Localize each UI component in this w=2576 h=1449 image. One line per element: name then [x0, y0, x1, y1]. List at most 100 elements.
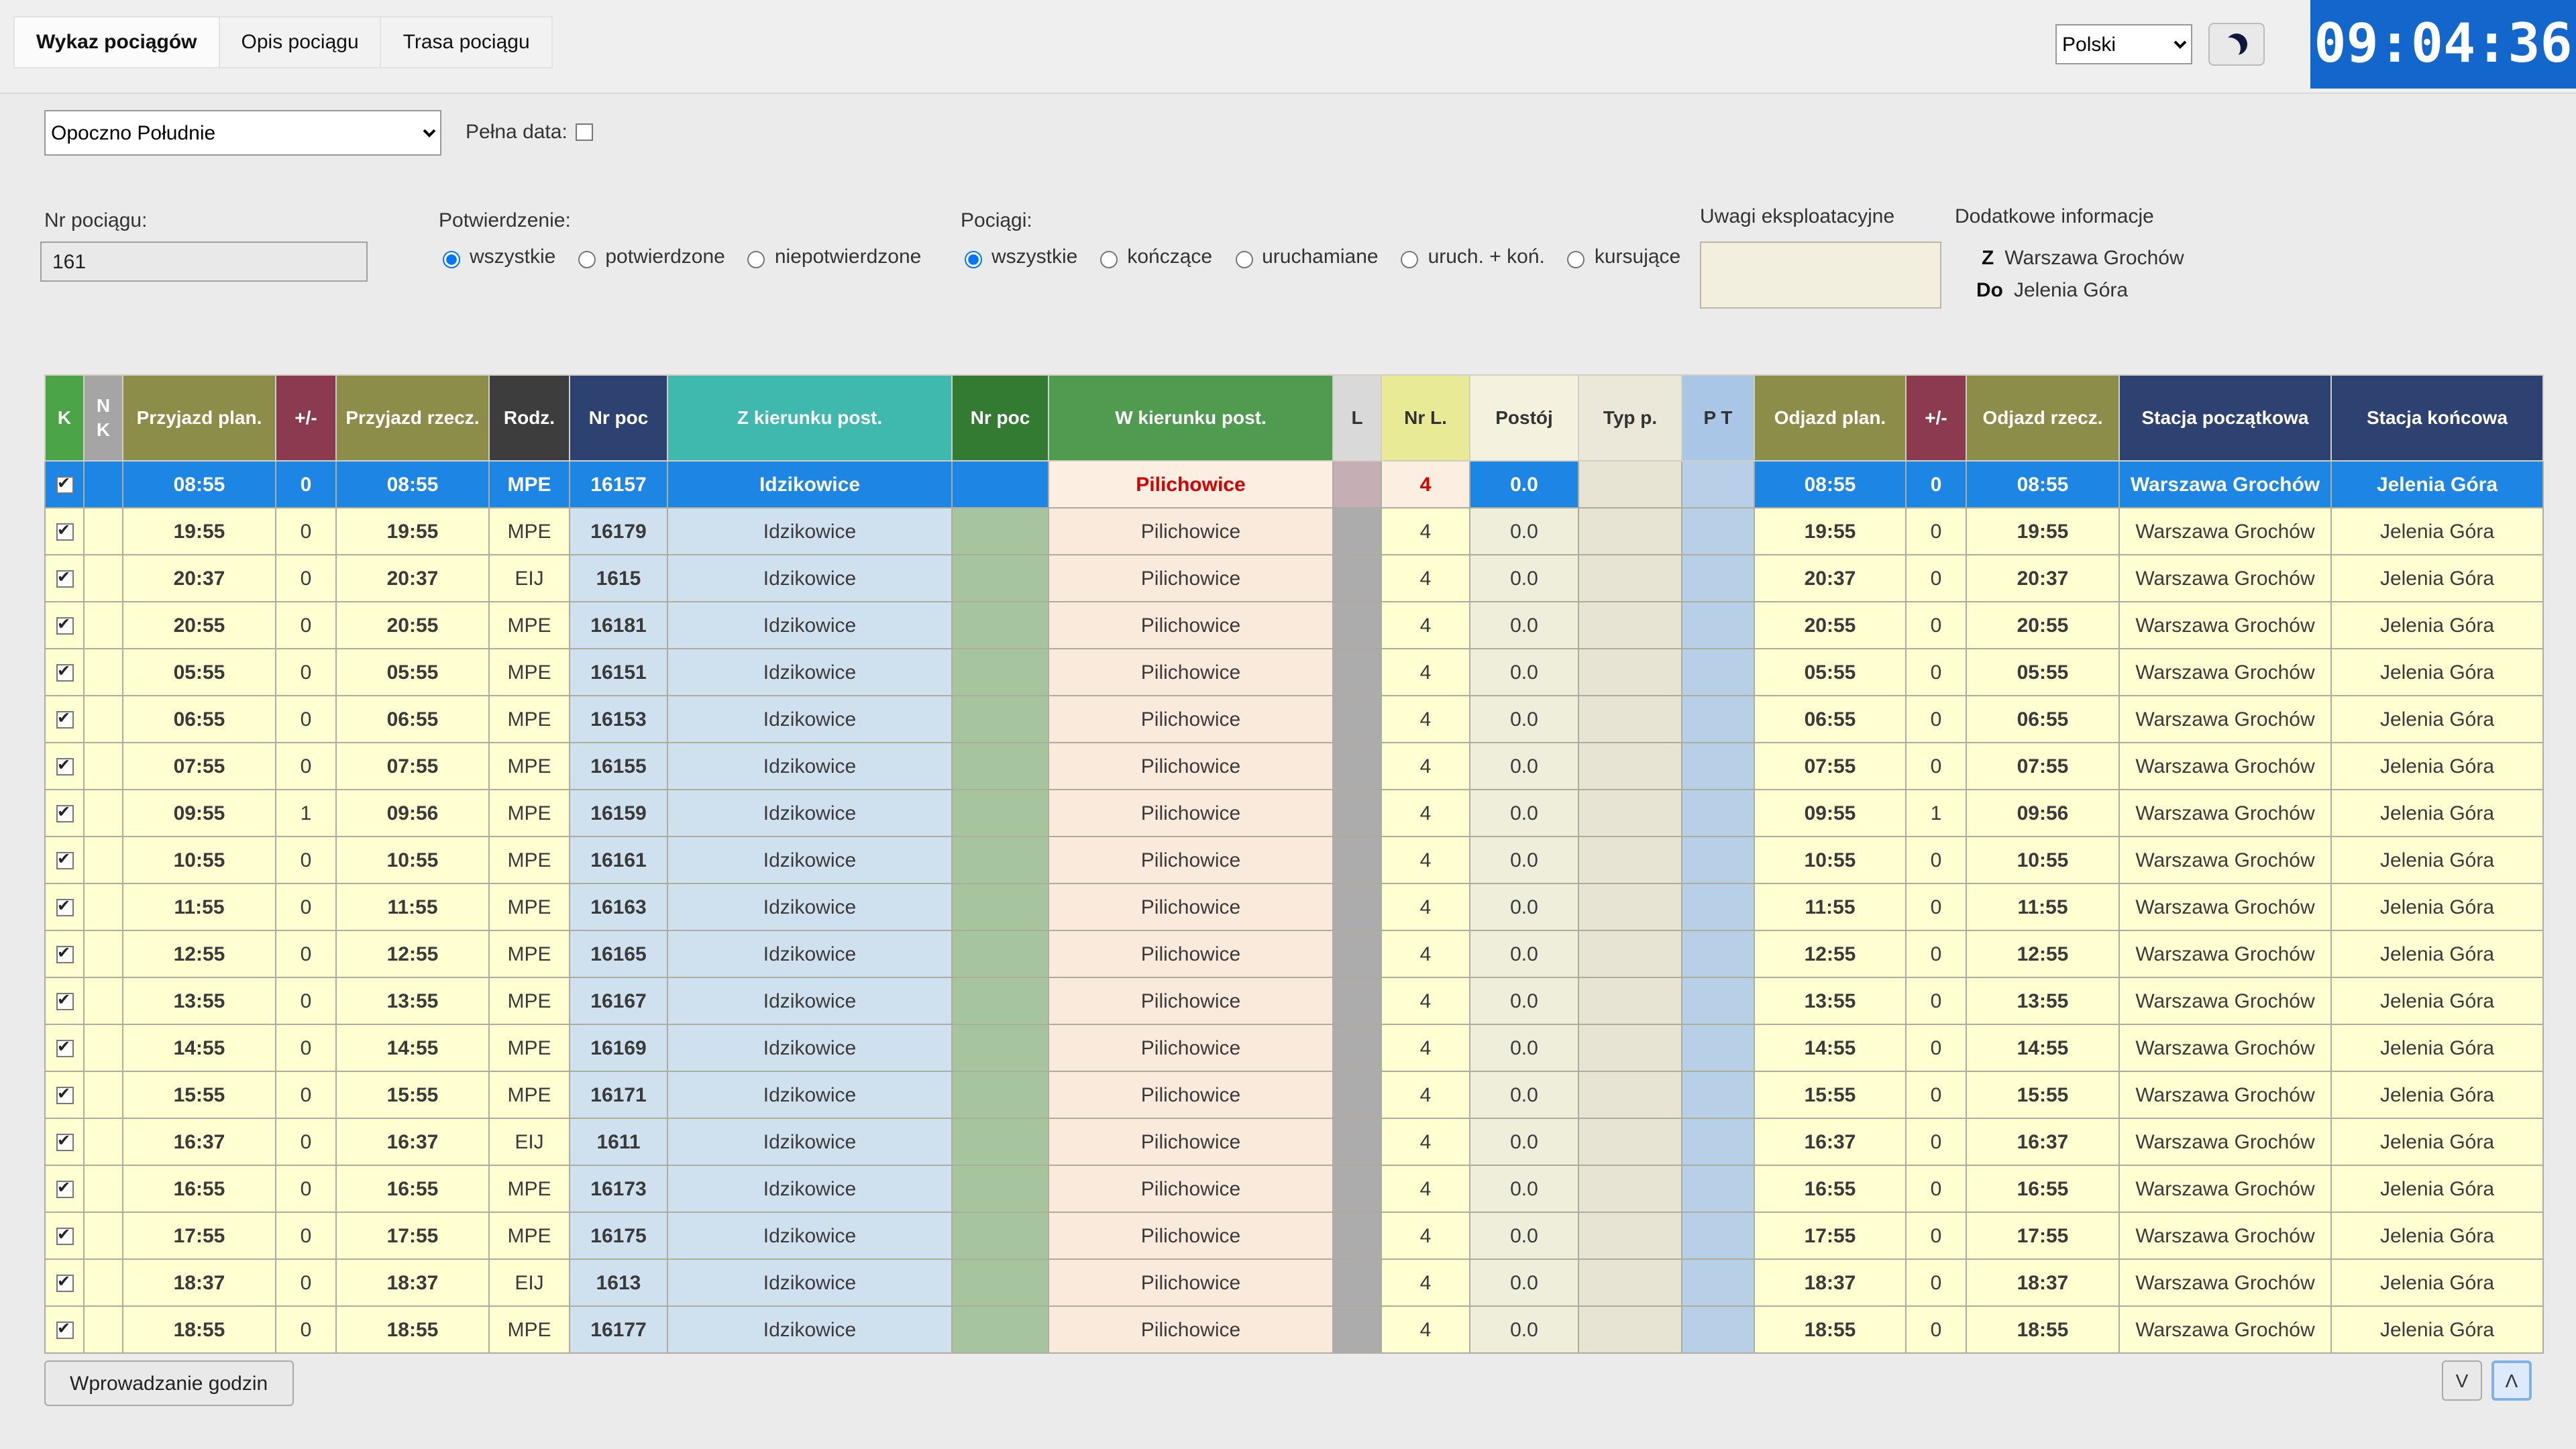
row-checkbox[interactable]	[56, 1322, 73, 1339]
table-row[interactable]: 19:55 0 19:55 MPE 16179 Idzikowice Pilic…	[45, 508, 2543, 555]
radio-option-pociagi[interactable]: uruch. + koń.	[1395, 246, 1545, 268]
col-header-stop-type: Typ p.	[1578, 375, 1682, 461]
radio-input-pociagi[interactable]	[1568, 250, 1585, 268]
row-select-cell[interactable]	[45, 883, 84, 930]
row-select-cell[interactable]	[45, 1071, 84, 1118]
row-select-cell[interactable]	[45, 602, 84, 649]
table-row[interactable]: 12:55 0 12:55 MPE 16165 Idzikowice Pilic…	[45, 930, 2543, 977]
full-date-toggle[interactable]: Pełna data:	[466, 121, 593, 144]
cell-start-station: Warszawa Grochów	[2119, 1118, 2331, 1165]
col-header-to-direction: W kierunku post.	[1049, 375, 1333, 461]
cell-end-station: Jelenia Góra	[2331, 1165, 2543, 1212]
cell-l	[1333, 1024, 1381, 1071]
scroll-up-button[interactable]: Λ	[2491, 1360, 2532, 1401]
cell-nk	[84, 1306, 123, 1353]
radio-input-pociagi[interactable]	[1401, 250, 1419, 268]
tab-train-list[interactable]: Wykaz pociągów	[13, 16, 219, 68]
row-select-cell[interactable]	[45, 837, 84, 883]
row-select-cell[interactable]	[45, 1259, 84, 1306]
train-number-input[interactable]	[40, 241, 368, 282]
enter-times-button[interactable]: Wprowadzanie godzin	[44, 1360, 293, 1406]
table-row[interactable]: 18:37 0 18:37 EIJ 1613 Idzikowice Pilich…	[45, 1259, 2543, 1306]
row-select-cell[interactable]	[45, 1306, 84, 1353]
cell-stop-time: 0.0	[1470, 1071, 1578, 1118]
row-select-cell[interactable]	[45, 1212, 84, 1259]
table-row[interactable]: 15:55 0 15:55 MPE 16171 Idzikowice Pilic…	[45, 1071, 2543, 1118]
radio-input-pociagi[interactable]	[1100, 250, 1118, 268]
cell-to-direction: Pilichowice	[1049, 555, 1333, 602]
row-checkbox[interactable]	[56, 570, 73, 588]
cell-stop-time: 0.0	[1470, 1165, 1578, 1212]
table-row[interactable]: 16:37 0 16:37 EIJ 1611 Idzikowice Pilich…	[45, 1118, 2543, 1165]
row-select-cell[interactable]	[45, 743, 84, 790]
table-row[interactable]: 11:55 0 11:55 MPE 16163 Idzikowice Pilic…	[45, 883, 2543, 930]
row-checkbox[interactable]	[56, 617, 73, 635]
cell-departure-diff: 0	[1906, 508, 1966, 555]
row-select-cell[interactable]	[45, 508, 84, 555]
row-select-cell[interactable]	[45, 649, 84, 696]
radio-option-pociagi[interactable]: wszystkie	[958, 246, 1077, 268]
row-checkbox[interactable]	[56, 1181, 73, 1198]
table-row[interactable]: 09:55 1 09:56 MPE 16159 Idzikowice Pilic…	[45, 790, 2543, 837]
station-select[interactable]: Opoczno Południe	[44, 110, 441, 156]
row-checkbox[interactable]	[56, 1040, 73, 1057]
radio-option-potwierdzenie[interactable]: potwierdzone	[572, 246, 724, 268]
cell-arrival-real: 07:55	[336, 743, 489, 790]
row-select-cell[interactable]	[45, 977, 84, 1024]
radio-input-potwierdzenie[interactable]	[748, 250, 765, 268]
row-checkbox[interactable]	[56, 523, 73, 541]
radio-input-potwierdzenie[interactable]	[443, 250, 460, 268]
table-row[interactable]: 20:37 0 20:37 EIJ 1615 Idzikowice Pilich…	[45, 555, 2543, 602]
radio-option-pociagi[interactable]: uruchamiane	[1228, 246, 1378, 268]
row-checkbox[interactable]	[56, 993, 73, 1010]
row-checkbox[interactable]	[56, 711, 73, 729]
radio-option-pociagi[interactable]: kończące	[1093, 246, 1212, 268]
table-row[interactable]: 17:55 0 17:55 MPE 16175 Idzikowice Pilic…	[45, 1212, 2543, 1259]
radio-option-potwierdzenie[interactable]: wszystkie	[436, 246, 555, 268]
table-row[interactable]: 18:55 0 18:55 MPE 16177 Idzikowice Pilic…	[45, 1306, 2543, 1353]
row-checkbox[interactable]	[56, 1275, 73, 1292]
row-checkbox[interactable]	[56, 946, 73, 963]
row-select-cell[interactable]	[45, 930, 84, 977]
radio-option-potwierdzenie[interactable]: niepotwierdzone	[741, 246, 922, 268]
row-checkbox[interactable]	[56, 664, 73, 682]
table-row[interactable]: 07:55 0 07:55 MPE 16155 Idzikowice Pilic…	[45, 743, 2543, 790]
radio-input-pociagi[interactable]	[965, 250, 982, 268]
table-row[interactable]: 14:55 0 14:55 MPE 16169 Idzikowice Pilic…	[45, 1024, 2543, 1071]
radio-input-pociagi[interactable]	[1235, 250, 1252, 268]
table-row[interactable]: 13:55 0 13:55 MPE 16167 Idzikowice Pilic…	[45, 977, 2543, 1024]
row-select-cell[interactable]	[45, 461, 84, 508]
row-checkbox[interactable]	[56, 852, 73, 869]
row-select-cell[interactable]	[45, 696, 84, 743]
col-header-end-station: Stacja końcowa	[2331, 375, 2543, 461]
row-checkbox[interactable]	[56, 805, 73, 822]
table-row[interactable]: 06:55 0 06:55 MPE 16153 Idzikowice Pilic…	[45, 696, 2543, 743]
operational-remarks-box[interactable]	[1700, 241, 1941, 309]
row-checkbox[interactable]	[56, 1134, 73, 1151]
table-row[interactable]: 10:55 0 10:55 MPE 16161 Idzikowice Pilic…	[45, 837, 2543, 883]
cell-track-number: 4	[1381, 649, 1470, 696]
table-row[interactable]: 16:55 0 16:55 MPE 16173 Idzikowice Pilic…	[45, 1165, 2543, 1212]
dark-mode-button[interactable]	[2208, 23, 2265, 66]
row-checkbox[interactable]	[56, 758, 73, 775]
row-checkbox[interactable]	[56, 1228, 73, 1245]
tab-train-route[interactable]: Trasa pociągu	[380, 16, 553, 68]
row-select-cell[interactable]	[45, 1165, 84, 1212]
full-date-checkbox[interactable]	[576, 123, 593, 141]
row-checkbox[interactable]	[56, 476, 73, 494]
row-checkbox[interactable]	[56, 899, 73, 916]
table-row[interactable]: 08:55 0 08:55 MPE 16157 Idzikowice Pilic…	[45, 461, 2543, 508]
scroll-down-button[interactable]: V	[2442, 1360, 2482, 1401]
radio-option-pociagi[interactable]: kursujące	[1561, 246, 1680, 268]
row-select-cell[interactable]	[45, 790, 84, 837]
col-header-k: K	[45, 375, 84, 461]
table-row[interactable]: 05:55 0 05:55 MPE 16151 Idzikowice Pilic…	[45, 649, 2543, 696]
language-select[interactable]: Polski	[2055, 24, 2192, 64]
radio-input-potwierdzenie[interactable]	[578, 250, 596, 268]
row-select-cell[interactable]	[45, 555, 84, 602]
row-select-cell[interactable]	[45, 1024, 84, 1071]
row-select-cell[interactable]	[45, 1118, 84, 1165]
table-row[interactable]: 20:55 0 20:55 MPE 16181 Idzikowice Pilic…	[45, 602, 2543, 649]
tab-train-description[interactable]: Opis pociągu	[219, 16, 380, 68]
row-checkbox[interactable]	[56, 1087, 73, 1104]
